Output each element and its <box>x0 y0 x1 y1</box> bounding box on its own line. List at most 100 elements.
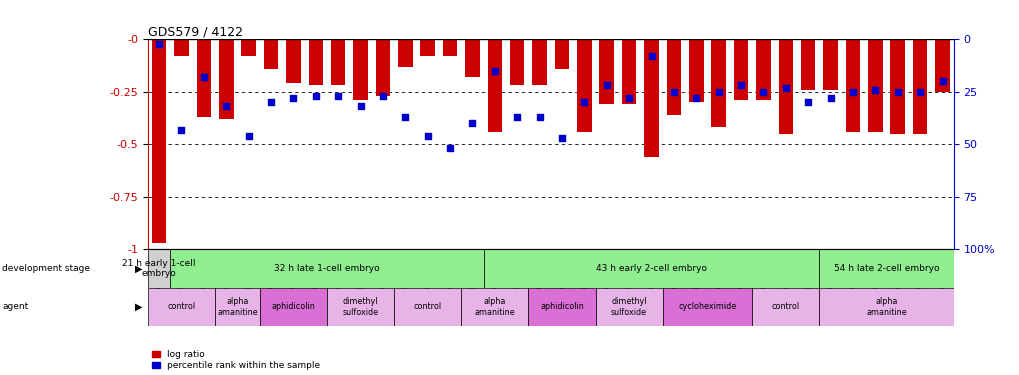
Text: 43 h early 2-cell embryo: 43 h early 2-cell embryo <box>595 264 706 273</box>
Bar <box>483 249 818 288</box>
Point <box>374 93 390 99</box>
Point <box>576 99 592 105</box>
Point <box>352 104 368 110</box>
Point <box>889 89 905 95</box>
Point <box>173 126 190 132</box>
Bar <box>397 39 412 67</box>
Text: aphidicolin: aphidicolin <box>271 303 315 312</box>
Bar <box>420 39 434 56</box>
Point <box>754 89 770 95</box>
Text: cycloheximide: cycloheximide <box>678 303 736 312</box>
Bar <box>215 288 260 326</box>
Point <box>285 95 302 101</box>
Point <box>776 85 793 91</box>
Text: 54 h late 2-cell embryo: 54 h late 2-cell embryo <box>833 264 938 273</box>
Bar <box>532 39 546 86</box>
Text: 32 h late 1-cell embryo: 32 h late 1-cell embryo <box>274 264 379 273</box>
Bar <box>465 39 479 77</box>
Bar <box>286 39 301 83</box>
Bar <box>219 39 233 119</box>
Point <box>733 82 749 88</box>
Bar <box>867 39 881 132</box>
Point <box>531 114 547 120</box>
Point <box>688 95 704 101</box>
Bar <box>666 39 681 115</box>
Bar <box>710 39 726 128</box>
Point <box>330 93 346 99</box>
Bar <box>595 288 662 326</box>
Bar <box>260 288 327 326</box>
Point <box>665 89 682 95</box>
Bar <box>554 39 569 69</box>
Text: GDS579 / 4122: GDS579 / 4122 <box>148 25 243 38</box>
Bar <box>170 249 483 288</box>
Bar <box>934 39 949 92</box>
Point <box>844 89 860 95</box>
Point <box>911 89 927 95</box>
Point <box>263 99 279 105</box>
Text: control: control <box>414 303 441 312</box>
Legend: log ratio, percentile rank within the sample: log ratio, percentile rank within the sa… <box>152 350 320 370</box>
Bar <box>487 39 501 132</box>
Point <box>396 114 413 120</box>
Bar <box>733 39 748 100</box>
Bar <box>822 39 837 90</box>
Text: development stage: development stage <box>2 264 90 273</box>
Bar <box>330 39 345 86</box>
Point <box>218 104 234 110</box>
Point <box>508 114 525 120</box>
Point <box>643 53 659 59</box>
Bar <box>755 39 770 100</box>
Text: control: control <box>771 303 799 312</box>
Bar <box>353 39 368 100</box>
Bar <box>751 288 818 326</box>
Point <box>441 146 458 152</box>
Bar <box>845 39 859 132</box>
Point <box>821 95 838 101</box>
Text: alpha
amanitine: alpha amanitine <box>217 297 258 316</box>
Point <box>621 95 637 101</box>
Point <box>464 120 480 126</box>
Bar <box>912 39 926 134</box>
Bar <box>148 249 170 288</box>
Point <box>710 89 727 95</box>
Bar <box>375 39 390 96</box>
Point <box>240 133 257 139</box>
Point <box>933 78 950 84</box>
Text: agent: agent <box>2 303 29 312</box>
Point <box>598 82 614 88</box>
Bar <box>622 39 636 104</box>
Text: dimethyl
sulfoxide: dimethyl sulfoxide <box>342 297 378 316</box>
Bar <box>148 288 215 326</box>
Bar <box>800 39 814 90</box>
Text: ▶: ▶ <box>136 302 143 312</box>
Bar <box>528 288 595 326</box>
Point <box>866 87 882 93</box>
Text: 21 h early 1-cell
embryо: 21 h early 1-cell embryо <box>122 259 196 278</box>
Text: alpha
amanitine: alpha amanitine <box>865 297 906 316</box>
Text: alpha
amanitine: alpha amanitine <box>474 297 515 316</box>
Bar <box>644 39 658 157</box>
Bar <box>152 39 166 243</box>
Point <box>799 99 815 105</box>
Point <box>151 40 167 46</box>
Text: aphidicolin: aphidicolin <box>540 303 583 312</box>
Bar <box>577 39 591 132</box>
Bar <box>777 39 793 134</box>
Bar <box>327 288 393 326</box>
Point <box>308 93 324 99</box>
Bar <box>599 39 613 104</box>
Bar <box>197 39 211 117</box>
Bar <box>264 39 278 69</box>
Bar <box>442 39 457 56</box>
Bar <box>818 249 953 288</box>
Bar <box>308 39 323 86</box>
Bar <box>242 39 256 56</box>
Bar <box>510 39 524 86</box>
Text: control: control <box>167 303 196 312</box>
Bar <box>890 39 904 134</box>
Bar <box>662 288 751 326</box>
Bar <box>818 288 953 326</box>
Text: ▶: ▶ <box>136 263 143 273</box>
Point <box>553 135 570 141</box>
